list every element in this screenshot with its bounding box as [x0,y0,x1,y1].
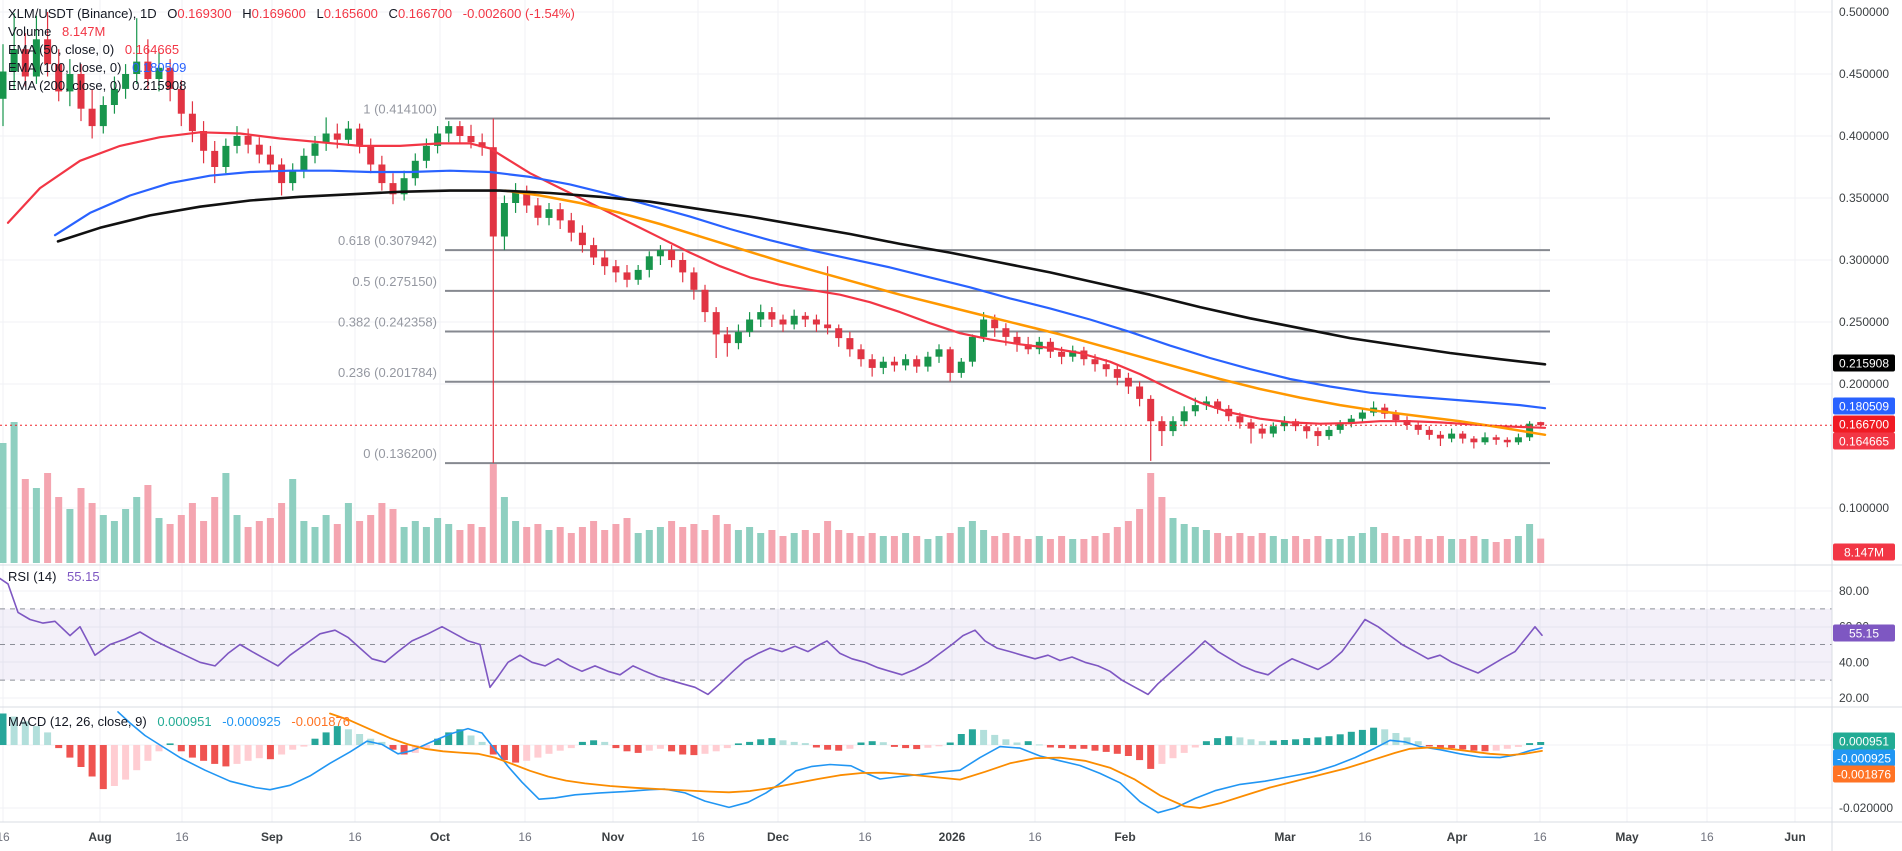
svg-text:0.300000: 0.300000 [1839,253,1889,267]
svg-text:16: 16 [1028,830,1042,844]
rsi-line [0,577,1543,696]
svg-text:20.00: 20.00 [1839,691,1869,705]
svg-text:16: 16 [691,830,705,844]
svg-text:0.400000: 0.400000 [1839,129,1889,143]
svg-text:-0.001876: -0.001876 [1837,768,1891,782]
svg-text:Sep: Sep [261,830,283,844]
svg-text:0.450000: 0.450000 [1839,67,1889,81]
svg-text:16: 16 [858,830,872,844]
svg-text:-0.020000: -0.020000 [1839,801,1893,815]
svg-text:Jun: Jun [1784,830,1805,844]
svg-text:16: 16 [1358,830,1372,844]
change-value: -0.002600 (-1.54%) [462,6,575,21]
high-key: H [242,6,252,21]
rsi-label: RSI (14) [8,569,57,584]
svg-text:16: 16 [1700,830,1714,844]
svg-text:16: 16 [348,830,362,844]
svg-text:0.215908: 0.215908 [1839,357,1889,371]
svg-text:16: 16 [0,830,10,844]
svg-text:0.618 (0.307942): 0.618 (0.307942) [338,233,437,248]
svg-text:0 (0.136200): 0 (0.136200) [363,446,437,461]
svg-text:16: 16 [175,830,189,844]
svg-text:Mar: Mar [1274,830,1296,844]
open-value: 0.169300 [177,6,232,21]
macd-line-value: -0.000925 [222,714,281,729]
svg-text:0.000951: 0.000951 [1839,735,1889,749]
ema200-label: EMA (200, close, 0) [8,78,122,93]
svg-text:Dec: Dec [767,830,789,844]
ema100-value: 0.180509 [132,60,187,75]
macd-signal-value: -0.001876 [291,714,350,729]
ema200-value: 0.215908 [132,78,187,93]
ema200-legend-row[interactable]: EMA (200, close, 0) 0.215908 [8,77,582,95]
ema50-value: 0.164665 [124,42,180,57]
macd-histogram [0,713,1545,790]
svg-text:Oct: Oct [430,830,450,844]
svg-text:1 (0.414100): 1 (0.414100) [363,102,437,117]
svg-text:Nov: Nov [602,830,625,844]
svg-text:0.250000: 0.250000 [1839,315,1889,329]
symbol-legend-row[interactable]: XLM/USDT (Binance), 1D O0.169300 H0.1696… [8,5,582,23]
ema100-label: EMA (100, close, 0) [8,60,122,75]
volume-value: 8.147M [62,24,106,39]
svg-text:0.236 (0.201784): 0.236 (0.201784) [338,365,437,380]
volume-bars [0,422,1545,563]
svg-text:-0.000925: -0.000925 [1837,752,1891,766]
time-axis: 16 Aug 16 Sep 16 Oct 16 Nov 16 Dec 16 2026 16 Feb Mar 1… [0,830,1806,844]
price-axis: 0.500000 0.450000 0.400000 0.350000 0.300000… [1839,5,1893,815]
svg-text:0.5 (0.275150): 0.5 (0.275150) [352,274,437,289]
ema100-legend-row[interactable]: EMA (100, close, 0) 0.180509 [8,59,582,77]
macd-label: MACD (12, 26, close, 9) [8,714,147,729]
high-value: 0.169600 [251,6,306,21]
svg-text:55.15: 55.15 [1849,627,1879,641]
svg-text:Apr: Apr [1447,830,1468,844]
symbol-title: XLM/USDT (Binance), 1D [8,6,157,21]
ema50-legend-row[interactable]: EMA (50, close, 0) 0.164665 [8,41,582,59]
svg-text:40.00: 40.00 [1839,655,1869,669]
svg-text:Feb: Feb [1114,830,1135,844]
volume-label: Volume [8,24,52,39]
svg-text:0.350000: 0.350000 [1839,191,1889,205]
main-legend: XLM/USDT (Binance), 1D O0.169300 H0.1696… [8,5,582,95]
svg-text:2026: 2026 [939,830,966,844]
rsi-legend-row[interactable]: RSI (14) 55.15 [8,569,107,584]
low-value: 0.165600 [323,6,378,21]
ema50-label: EMA (50, close, 0) [8,42,115,57]
volume-legend-row[interactable]: Volume 8.147M [8,23,582,41]
svg-text:Aug: Aug [88,830,111,844]
svg-text:May: May [1615,830,1639,844]
svg-text:0.100000: 0.100000 [1839,501,1889,515]
close-value: 0.166700 [397,6,453,21]
close-key: C [388,6,398,21]
macd-legend-row[interactable]: MACD (12, 26, close, 9) 0.000951 -0.0009… [8,714,357,729]
low-key: L [316,6,324,21]
macd-hist-value: 0.000951 [157,714,212,729]
rsi-value: 55.15 [67,569,100,584]
svg-text:8.147M: 8.147M [1844,546,1884,560]
svg-text:16: 16 [1533,830,1547,844]
svg-text:0.382 (0.242358): 0.382 (0.242358) [338,314,437,329]
svg-text:0.166700: 0.166700 [1839,418,1889,432]
svg-text:0.200000: 0.200000 [1839,377,1889,391]
fib-retracement: 1 (0.414100) 0.618 (0.307942) 0.5 (0.27515… [338,102,1550,465]
axis-value-boxes: 0.215908 0.180509 0.166700 0.164665 8.147M 55… [1833,354,1895,783]
macd-lines [117,711,1543,814]
svg-text:80.00: 80.00 [1839,584,1869,598]
svg-text:0.500000: 0.500000 [1839,5,1889,19]
open-key: O [167,6,178,21]
svg-text:0.180509: 0.180509 [1839,400,1889,414]
moving-averages [6,131,1547,437]
gridlines [0,0,1832,822]
svg-text:0.164665: 0.164665 [1839,435,1889,449]
svg-text:16: 16 [518,830,532,844]
